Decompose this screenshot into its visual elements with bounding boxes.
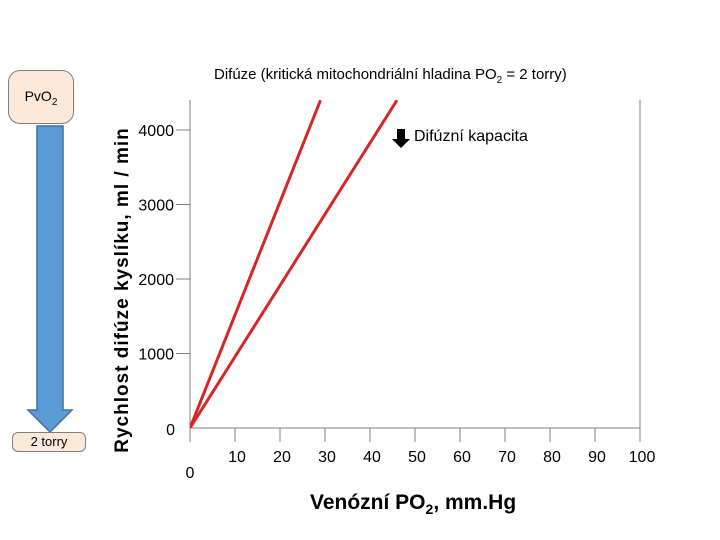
down-arrow-icon <box>392 129 410 148</box>
x-tick-label: 70 <box>498 449 516 466</box>
series-line-1 <box>190 100 321 428</box>
x-tick-label: 80 <box>543 449 561 466</box>
y-tick-label: 0 <box>166 422 175 439</box>
x-tick-label: 100 <box>629 449 656 466</box>
x-tick-label: 40 <box>363 449 381 466</box>
x-tick-label: 50 <box>408 449 426 466</box>
x-axis-title: Venózní PO2, mm.Hg <box>310 491 516 517</box>
x-tick-label: 10 <box>228 449 246 466</box>
x-tick-label: 20 <box>273 449 291 466</box>
annotation-label: Difúzní kapacita <box>414 128 528 146</box>
y-tick-label: 4000 <box>138 123 174 140</box>
y-tick-label: 1000 <box>138 347 174 364</box>
x-tick-label: 30 <box>318 449 336 466</box>
y-tick-label: 2000 <box>138 272 174 289</box>
series-line-2 <box>190 100 397 428</box>
x-tick-label: 60 <box>453 449 471 466</box>
x-tick-label: 0 <box>186 465 195 482</box>
x-tick-label: 90 <box>588 449 606 466</box>
y-tick-label: 3000 <box>138 198 174 215</box>
